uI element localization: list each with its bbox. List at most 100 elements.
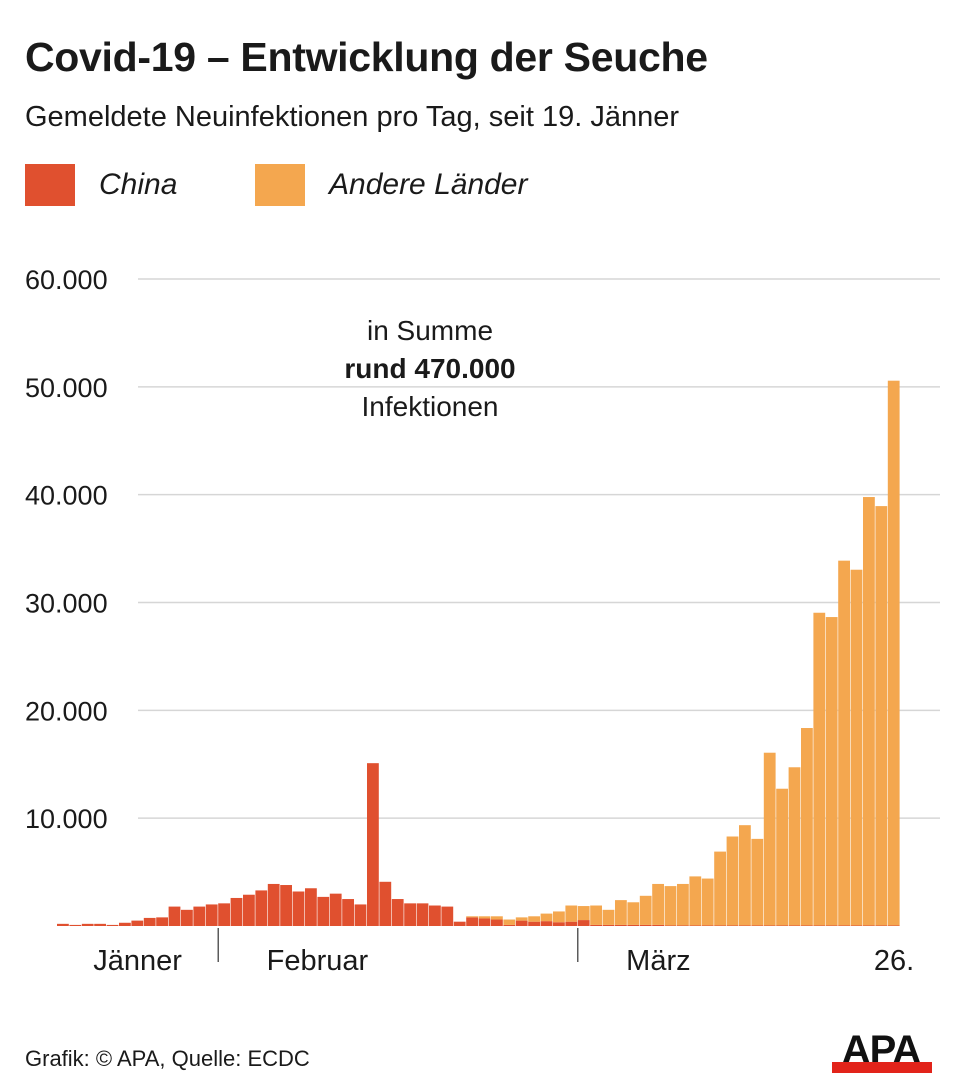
- annotation-line2: rund 470.000: [344, 353, 516, 384]
- bar-andere-laender: [602, 909, 615, 925]
- bar-andere-laender: [478, 916, 491, 919]
- bar-andere-laender: [813, 612, 826, 926]
- bar-china: [243, 894, 255, 926]
- legend-item-china: China: [25, 164, 177, 206]
- bar-china: [726, 925, 739, 926]
- annotation-line3: Infektionen: [361, 391, 499, 422]
- bar-china: [528, 921, 540, 926]
- bar-andere-laender: [528, 916, 540, 922]
- y-tick-label: 30.000: [25, 589, 108, 619]
- bar-andere-laender: [491, 916, 503, 920]
- legend-label-andere-laender: Andere Länder: [329, 168, 528, 201]
- bar-china: [701, 925, 714, 926]
- bar-china: [391, 899, 404, 926]
- bar-china: [143, 917, 156, 926]
- bar-china: [751, 925, 764, 926]
- bar-china: [627, 924, 640, 926]
- bar-china: [615, 924, 627, 926]
- bar-andere-laender: [726, 836, 739, 926]
- bar-andere-laender: [838, 560, 850, 926]
- bar-andere-laender: [664, 886, 677, 926]
- bar-andere-laender: [714, 851, 726, 926]
- bar-china: [441, 906, 454, 926]
- bar-andere-laender: [553, 911, 565, 923]
- bar-china: [577, 920, 590, 926]
- y-tick-label: 10.000: [25, 804, 108, 834]
- x-tick-label: Februar: [267, 945, 369, 977]
- bar-china: [131, 920, 144, 926]
- bar-china: [466, 917, 478, 926]
- bar-andere-laender: [515, 917, 528, 921]
- bar-chart: 10.000 20.000 30.000 40.000 50.000 60.000 Jänn…: [25, 265, 940, 977]
- annotation-line1: in Summe: [366, 315, 494, 346]
- bar-andere-laender: [615, 900, 627, 925]
- bar-china: [565, 921, 578, 926]
- bar-china: [168, 906, 181, 926]
- bar-china: [652, 924, 664, 926]
- total-annotation: in Summe rund 470.000 Infektionen: [300, 312, 560, 426]
- legend-swatch-china: [25, 164, 75, 206]
- bar-andere-laender: [788, 767, 801, 926]
- bar-china: [887, 925, 900, 926]
- bar-china: [503, 924, 516, 926]
- legend-swatch-andere-laender: [255, 164, 305, 206]
- bar-andere-laender: [825, 617, 838, 926]
- bar-andere-laender: [639, 895, 652, 925]
- bar-china: [491, 919, 503, 926]
- bar-andere-laender: [850, 569, 863, 926]
- bar-china: [193, 906, 206, 926]
- bar-andere-laender: [540, 913, 553, 922]
- bar-china: [776, 925, 788, 926]
- bar-china: [813, 925, 826, 926]
- bar-china: [404, 903, 416, 926]
- bar-china: [540, 921, 553, 926]
- bar-andere-laender: [590, 905, 602, 925]
- bar-andere-laender: [875, 506, 888, 926]
- bar-china: [553, 922, 565, 926]
- legend-label-china: China: [99, 168, 178, 201]
- x-tick-label: Jänner: [93, 945, 182, 977]
- bar-china: [94, 923, 106, 926]
- y-tick-label: 40.000: [25, 481, 108, 511]
- bar-andere-laender: [701, 878, 714, 926]
- bar-china: [453, 921, 466, 926]
- y-tick-label: 20.000: [25, 696, 108, 726]
- bar-china: [714, 925, 726, 926]
- bar-china: [639, 924, 652, 926]
- y-tick-label: 50.000: [25, 373, 108, 403]
- chart-title: Covid-19 – Entwicklung der Seuche: [25, 34, 708, 80]
- bar-andere-laender: [652, 883, 664, 925]
- bar-china: [181, 909, 193, 926]
- bar-andere-laender: [689, 876, 702, 926]
- bar-china: [664, 925, 677, 926]
- bar-andere-laender: [801, 728, 813, 926]
- bar-china: [354, 904, 367, 926]
- bar-andere-laender: [776, 788, 788, 926]
- bar-andere-laender: [503, 919, 516, 925]
- bar-china: [255, 890, 268, 926]
- bar-china: [429, 905, 441, 926]
- bar-china: [230, 897, 243, 926]
- bar-andere-laender: [739, 825, 751, 926]
- bar-china: [689, 925, 702, 926]
- bar-andere-laender: [565, 905, 578, 922]
- bar-china: [292, 891, 305, 926]
- chart-subtitle: Gemeldete Neuinfektionen pro Tag, seit 1…: [25, 101, 679, 133]
- legend-item-andere-laender: Andere Länder: [255, 164, 528, 206]
- bar-china: [329, 893, 342, 926]
- y-tick-label: 60.000: [25, 265, 108, 295]
- bar-china: [763, 925, 776, 926]
- bar-china: [863, 925, 875, 926]
- bar-andere-laender: [763, 752, 776, 926]
- bar-china: [825, 925, 838, 926]
- bar-china: [590, 924, 602, 926]
- bar-china: [478, 918, 491, 926]
- bar-china: [267, 883, 280, 926]
- bar-andere-laender: [863, 497, 875, 926]
- x-tick-label: 26.: [874, 945, 914, 977]
- bar-china: [515, 920, 528, 926]
- bar-china: [205, 904, 218, 926]
- bar-china: [875, 925, 888, 926]
- bar-china: [218, 903, 230, 926]
